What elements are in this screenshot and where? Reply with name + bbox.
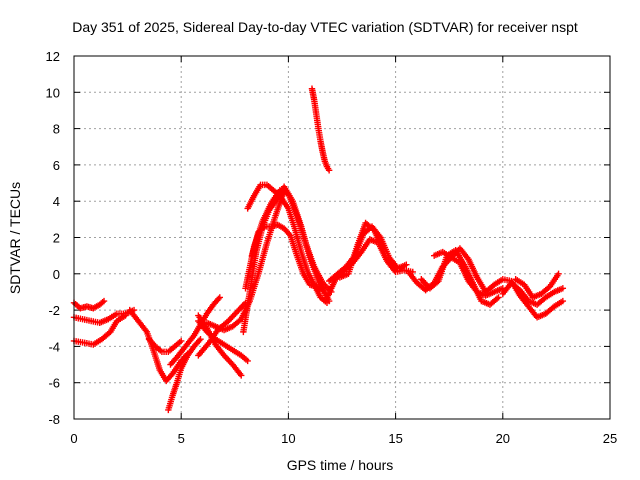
plot-frame — [73, 55, 611, 420]
series-track-24 — [512, 270, 562, 301]
data-point-marker — [216, 294, 223, 301]
grid-lines — [74, 56, 610, 419]
data-point-marker — [379, 245, 386, 252]
x-axis-label: GPS time / hours — [287, 457, 394, 473]
data-point-marker — [559, 297, 567, 305]
data-point-marker — [559, 285, 567, 292]
y-tick-label: 12 — [46, 49, 60, 64]
y-tick-label: 6 — [53, 158, 60, 173]
series-track-5 — [145, 335, 185, 356]
series-track-19 — [336, 219, 386, 281]
data-point-marker — [495, 294, 502, 301]
chart-title: Day 351 of 2025, Sidereal Day-to-day VTE… — [72, 19, 578, 35]
series-track-6 — [165, 335, 204, 414]
series-track-18 — [325, 223, 410, 285]
data-point-marker — [555, 270, 562, 277]
data-point-marker — [493, 295, 501, 302]
x-tick-label: 15 — [388, 431, 402, 446]
y-tick-label: 2 — [53, 231, 60, 246]
y-axis-label: SDTVAR / TECUs — [7, 182, 23, 294]
series-track-22 — [430, 245, 567, 321]
x-tick-label: 20 — [496, 431, 510, 446]
series-track-15 — [244, 181, 331, 307]
series-track-3 — [70, 312, 129, 348]
data-point-marker — [325, 167, 333, 174]
data-point-marker — [403, 261, 410, 268]
data-point-marker — [244, 357, 251, 365]
y-tick-label: -8 — [48, 412, 60, 427]
y-tick-label: 0 — [53, 267, 60, 282]
x-tick-label: 5 — [178, 431, 185, 446]
y-tick-label: -6 — [48, 376, 60, 391]
axis-ticks: 0 5 10 15 20 25 -8 -6 -4 -2 0 2 4 6 8 10 12 — [46, 49, 618, 446]
data-point-marker — [319, 286, 326, 294]
y-tick-label: 10 — [46, 85, 60, 100]
y-tick-label: -4 — [48, 339, 60, 354]
y-tick-label: 4 — [53, 194, 60, 209]
series-track-1 — [70, 297, 108, 312]
series-track-23 — [499, 279, 567, 308]
x-tick-label: 25 — [603, 431, 617, 446]
data-point-marker — [178, 337, 185, 345]
data-point-marker — [99, 299, 106, 306]
y-tick-label: -2 — [48, 303, 60, 318]
series-track-16 — [308, 85, 333, 174]
series-track-20 — [405, 254, 506, 299]
data-point-marker — [238, 372, 245, 379]
x-tick-label: 0 — [70, 431, 77, 446]
data-point-marker — [122, 312, 129, 319]
data-point-marker — [323, 299, 331, 307]
y-tick-label: 8 — [53, 122, 60, 137]
x-tick-label: 10 — [281, 431, 295, 446]
data-point-marker — [100, 297, 108, 305]
series-track-21 — [418, 247, 502, 308]
data-point-marker — [197, 335, 204, 343]
data-points — [70, 85, 567, 414]
series-track-17 — [323, 236, 416, 301]
